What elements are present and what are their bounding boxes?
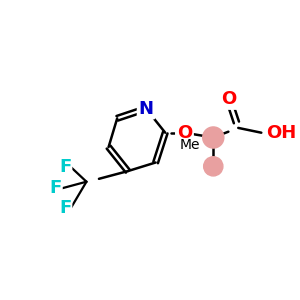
Text: O: O <box>221 90 236 108</box>
Text: Me: Me <box>179 138 200 152</box>
Text: F: F <box>59 158 71 176</box>
Text: N: N <box>139 100 154 118</box>
Circle shape <box>204 157 223 176</box>
Text: OH: OH <box>266 124 296 142</box>
Circle shape <box>203 127 224 148</box>
Text: O: O <box>177 124 192 142</box>
Text: F: F <box>59 199 71 217</box>
Text: F: F <box>50 179 62 197</box>
